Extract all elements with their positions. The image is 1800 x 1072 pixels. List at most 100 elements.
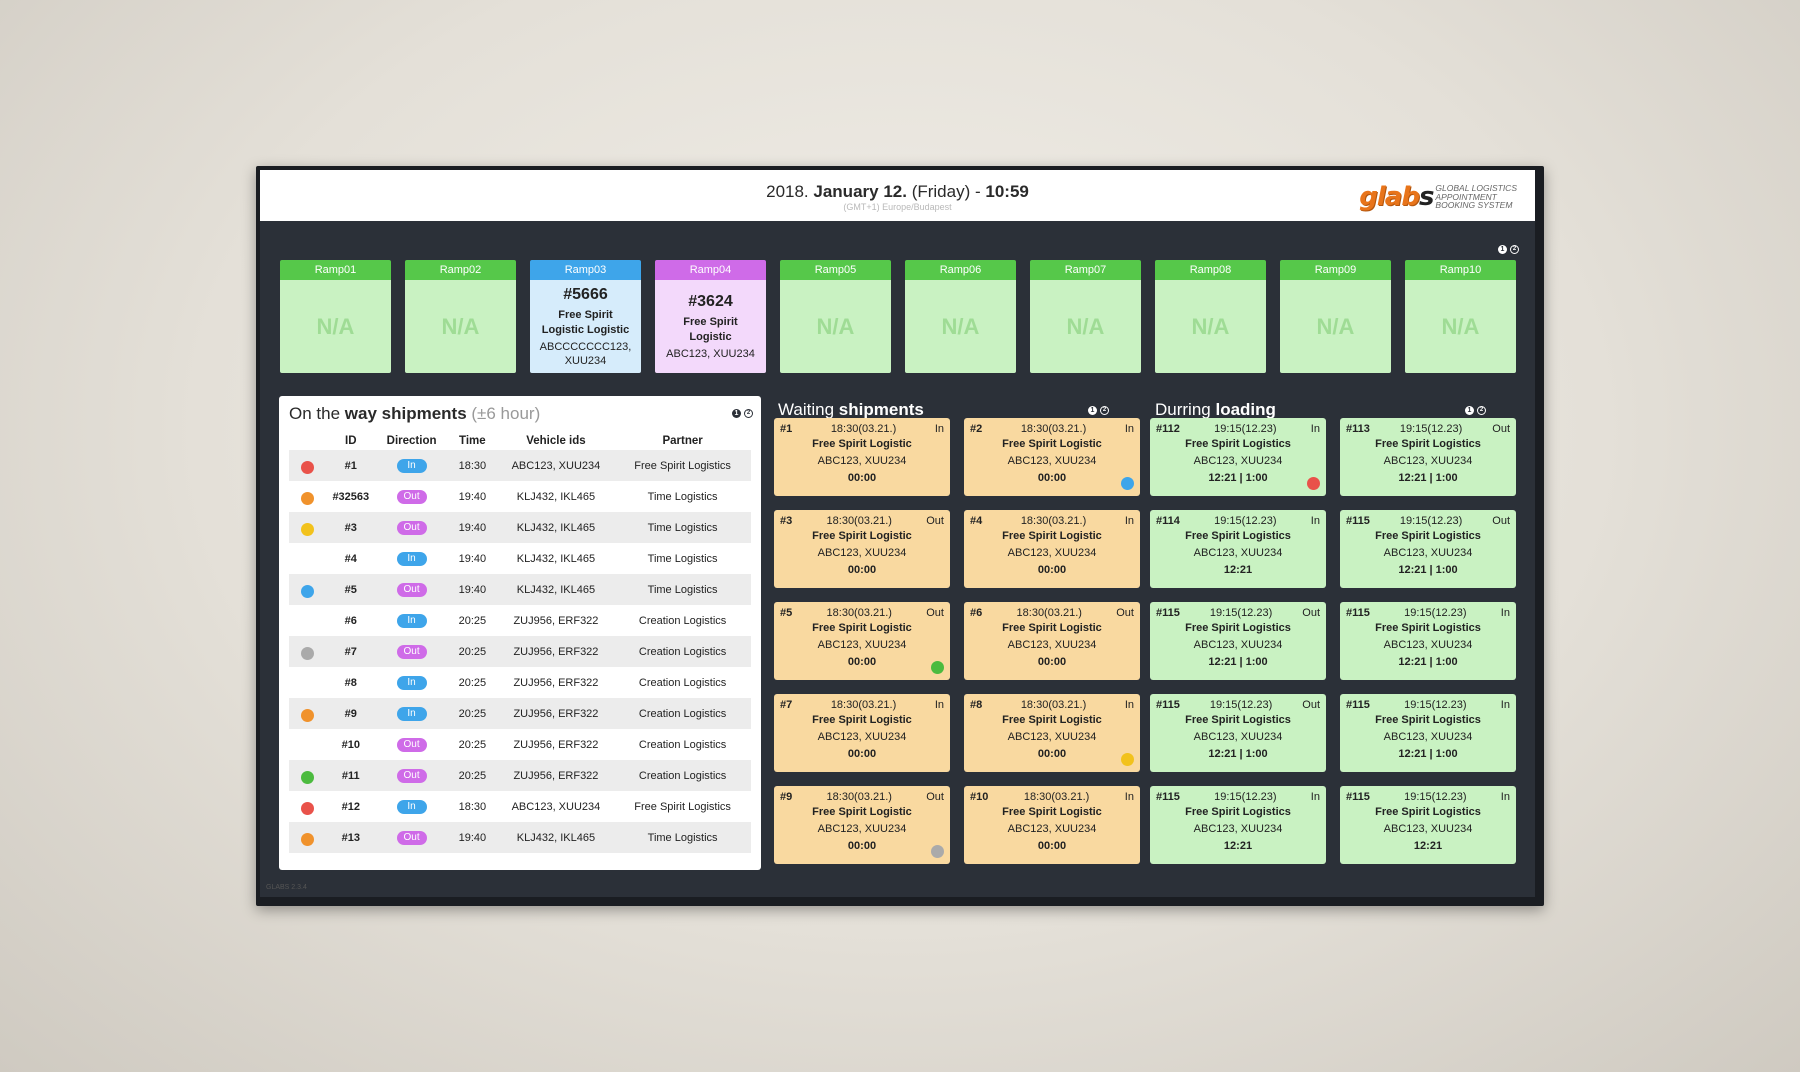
waiting-card[interactable]: #7 18:30(03.21.) In Free Spirit Logistic ABC…: [774, 694, 950, 772]
waiting-card[interactable]: #3 18:30(03.21.) Out Free Spirit Logistic AB…: [774, 510, 950, 588]
direction-badge: In: [396, 706, 427, 721]
info-icon[interactable]: 1: [732, 409, 741, 418]
status-dot: [300, 770, 314, 784]
card-partner: Free Spirit Logistic: [812, 622, 912, 634]
direction-badge: Out: [396, 830, 427, 845]
card-direction: Out: [1302, 607, 1320, 619]
ramp-card[interactable]: Ramp04 #3624 Free Spirit Logistic ABC123, X…: [655, 260, 766, 373]
ramp-body: N/A: [405, 280, 516, 373]
waiting-card[interactable]: #6 18:30(03.21.) Out Free Spirit Logistic AB…: [964, 602, 1140, 680]
ramp-card[interactable]: Ramp10 N/A: [1405, 260, 1516, 373]
loading-card[interactable]: #115 19:15(12.23) In Free Spirit Logistics A…: [1340, 602, 1516, 680]
table-row[interactable]: #1 In 18:30 ABC123, XUU234 Free Spirit Logis…: [289, 450, 751, 481]
ramp-card[interactable]: Ramp03 #5666 Free Spirit Logistic Logistic…: [530, 260, 641, 373]
card-header: #114 19:15(12.23) In: [1156, 514, 1320, 528]
loading-card[interactable]: #115 19:15(12.23) Out Free Spirit Logistics…: [1150, 694, 1326, 772]
ramp-vehicles: ABC123, XUU234: [666, 347, 755, 360]
card-duration: 00:00: [847, 472, 877, 484]
card-direction: Out: [1116, 607, 1134, 619]
card-header: #5 18:30(03.21.) Out: [780, 606, 944, 620]
status-cell: [289, 729, 325, 760]
partner-cell: Creation Logistics: [638, 676, 727, 689]
timezone-label: (GMT+1) Europe/Budapest: [843, 202, 952, 212]
card-partner: Free Spirit Logistic: [1002, 806, 1102, 818]
title-prefix: Durring: [1155, 400, 1211, 419]
table-row[interactable]: #9 In 20:25 ZUJ956, ERF322 Creation Logistic…: [289, 698, 751, 729]
card-header: #115 19:15(12.23) In: [1346, 790, 1510, 804]
loading-card[interactable]: #113 19:15(12.23) Out Free Spirit Logistics…: [1340, 418, 1516, 496]
info-icon[interactable]: 1: [1088, 406, 1097, 415]
card-time: 19:15(12.23): [1209, 607, 1273, 619]
status-dot: [1121, 477, 1134, 490]
table-row[interactable]: #12 In 18:30 ABC123, XUU234 Free Spirit Logi…: [289, 791, 751, 822]
status-dot: [300, 832, 314, 846]
time-cell: 19:40: [458, 552, 487, 565]
table-row[interactable]: #6 In 20:25 ZUJ956, ERF322 Creation Logistic…: [289, 605, 751, 636]
logo-line-3: Booking System: [1435, 200, 1513, 211]
status-cell: [289, 822, 326, 853]
card-id: #7: [780, 699, 793, 711]
ramp-name: Ramp09: [1280, 260, 1391, 280]
info-icon[interactable]: 1: [1498, 245, 1507, 254]
table-row[interactable]: #11 Out 20:25 ZUJ956, ERF322 Creation Logist…: [289, 760, 751, 791]
card-direction: In: [934, 423, 944, 435]
title-prefix: Waiting: [778, 400, 835, 419]
table-row[interactable]: #13 Out 19:40 KLJ432, IKL465 Time Logistics: [289, 822, 751, 853]
loading-card[interactable]: #115 19:15(12.23) In Free Spirit Logistics A…: [1150, 786, 1326, 864]
card-direction: Out: [926, 791, 944, 803]
card-vehicles: ABC123, XUU234: [1193, 823, 1283, 835]
ramp-card[interactable]: Ramp08 N/A: [1155, 260, 1266, 373]
loading-card[interactable]: #114 19:15(12.23) In Free Spirit Logistics A…: [1150, 510, 1326, 588]
waiting-info-icons: 1 2: [1088, 406, 1109, 415]
table-row[interactable]: #10 Out 20:25 ZUJ956, ERF322 Creation Logist…: [289, 729, 751, 760]
table-row[interactable]: #3 Out 19:40 KLJ432, IKL465 Time Logistics: [289, 512, 751, 543]
ramp-status: N/A: [1316, 313, 1355, 339]
partner-cell: Free Spirit Logistics: [634, 800, 731, 813]
loading-card[interactable]: #115 19:15(12.23) In Free Spirit Logistics A…: [1340, 694, 1516, 772]
waiting-card[interactable]: #2 18:30(03.21.) In Free Spirit Logistic ABC…: [964, 418, 1140, 496]
table-row[interactable]: #32563 Out 19:40 KLJ432, IKL465 Time Logisti…: [289, 481, 751, 512]
shipment-id: #11: [325, 760, 377, 791]
page-2-icon[interactable]: 2: [1100, 406, 1109, 415]
status-cell: [289, 605, 325, 636]
waiting-card[interactable]: #5 18:30(03.21.) Out Free Spirit Logistic AB…: [774, 602, 950, 680]
card-direction: In: [1310, 515, 1320, 527]
status-dot: [300, 522, 314, 536]
loading-card[interactable]: #112 19:15(12.23) In Free Spirit Logistics A…: [1150, 418, 1326, 496]
loading-card[interactable]: #115 19:15(12.23) In Free Spirit Logistics A…: [1340, 786, 1516, 864]
waiting-card[interactable]: #1 18:30(03.21.) In Free Spirit Logistic ABC…: [774, 418, 950, 496]
card-duration: 12:21 | 1:00: [1398, 564, 1458, 576]
date-weekday: (Friday): [911, 182, 971, 201]
card-vehicles: ABC123, XUU234: [817, 823, 907, 835]
waiting-card[interactable]: #9 18:30(03.21.) Out Free Spirit Logistic AB…: [774, 786, 950, 864]
waiting-card[interactable]: #4 18:30(03.21.) In Free Spirit Logistic ABC…: [964, 510, 1140, 588]
direction-badge: Out: [396, 582, 427, 597]
ramp-card[interactable]: Ramp05 N/A: [780, 260, 891, 373]
info-icon[interactable]: 1: [1465, 406, 1474, 415]
title-prefix: On the: [289, 404, 341, 423]
partner-cell: Creation Logistics: [614, 698, 751, 729]
card-time: 19:15(12.23): [1404, 607, 1467, 619]
page-2-icon[interactable]: 2: [1477, 406, 1486, 415]
table-row[interactable]: #7 Out 20:25 ZUJ956, ERF322 Creation Logisti…: [289, 636, 751, 667]
page-2-icon[interactable]: 2: [744, 409, 753, 418]
direction-cell: In: [376, 450, 448, 481]
time-cell: 19:40: [447, 574, 498, 605]
waiting-card[interactable]: #8 18:30(03.21.) In Free Spirit Logistic ABC…: [964, 694, 1140, 772]
status-cell: [289, 574, 326, 605]
table-row[interactable]: #4 In 19:40 KLJ432, IKL465 Time Logistics: [289, 543, 751, 574]
table-row[interactable]: #8 In 20:25 ZUJ956, ERF322 Creation Logistic…: [289, 667, 751, 698]
waiting-card[interactable]: #10 18:30(03.21.) In Free Spirit Logistic AB…: [964, 786, 1140, 864]
table-row[interactable]: #5 Out 19:40 KLJ432, IKL465 Time Logistics: [289, 574, 751, 605]
ramp-card[interactable]: Ramp02 N/A: [405, 260, 516, 373]
loading-card[interactable]: #115 19:15(12.23) Out Free Spirit Logistics…: [1150, 602, 1326, 680]
card-header: #115 19:15(12.23) Out: [1156, 606, 1320, 620]
ramp-card[interactable]: Ramp01 N/A: [280, 260, 391, 373]
ramp-card[interactable]: Ramp09 N/A: [1280, 260, 1391, 373]
loading-card[interactable]: #115 19:15(12.23) Out Free Spirit Logistics…: [1340, 510, 1516, 588]
ramp-card[interactable]: Ramp07 N/A: [1030, 260, 1141, 373]
ramp-vehicles: ABCCCCCCC123, XUU234: [539, 340, 632, 367]
card-vehicles: ABC123, XUU234: [1383, 823, 1473, 835]
ramp-card[interactable]: Ramp06 N/A: [905, 260, 1016, 373]
page-2-icon[interactable]: 2: [1510, 245, 1519, 254]
